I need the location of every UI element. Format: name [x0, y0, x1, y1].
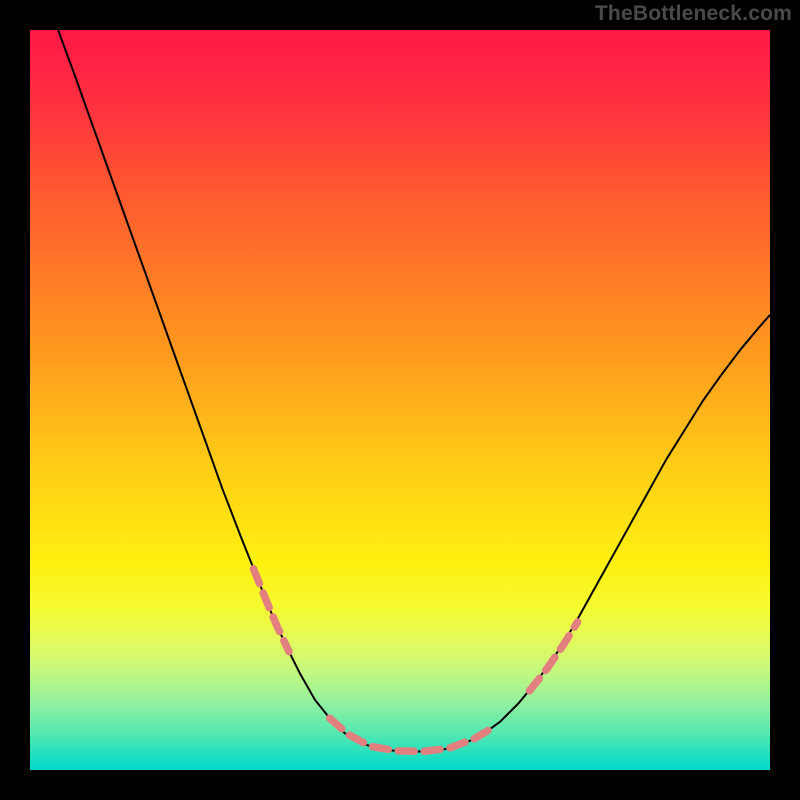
- watermark-text: TheBottleneck.com: [595, 2, 792, 26]
- bottleneck-chart: [0, 0, 800, 800]
- chart-plot-background: [30, 30, 770, 770]
- chart-container: TheBottleneck.com: [0, 0, 800, 800]
